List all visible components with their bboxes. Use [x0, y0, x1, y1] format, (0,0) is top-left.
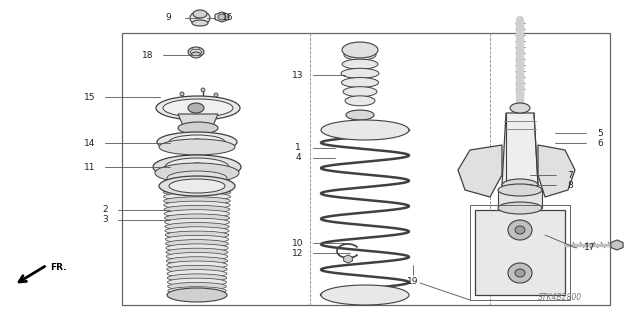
- Text: 16: 16: [222, 13, 234, 23]
- Ellipse shape: [321, 285, 409, 305]
- Ellipse shape: [166, 252, 228, 261]
- Text: 7: 7: [567, 170, 573, 180]
- Ellipse shape: [502, 179, 538, 191]
- Ellipse shape: [180, 92, 184, 96]
- Ellipse shape: [167, 265, 227, 273]
- Bar: [498, 190, 542, 208]
- Text: 6: 6: [597, 138, 603, 147]
- Text: 19: 19: [407, 278, 419, 286]
- Ellipse shape: [164, 205, 230, 213]
- Ellipse shape: [515, 269, 525, 277]
- Ellipse shape: [164, 214, 230, 222]
- Ellipse shape: [155, 163, 239, 183]
- Ellipse shape: [341, 68, 379, 78]
- Ellipse shape: [201, 88, 205, 92]
- Text: FR.: FR.: [50, 263, 67, 272]
- Text: 15: 15: [84, 93, 96, 101]
- Ellipse shape: [168, 278, 227, 286]
- Ellipse shape: [157, 132, 237, 152]
- Ellipse shape: [178, 122, 218, 134]
- Ellipse shape: [164, 201, 230, 209]
- Ellipse shape: [156, 96, 240, 120]
- Ellipse shape: [163, 184, 231, 192]
- Ellipse shape: [343, 87, 377, 97]
- Ellipse shape: [193, 10, 207, 18]
- Ellipse shape: [510, 103, 530, 113]
- Ellipse shape: [164, 210, 230, 218]
- Text: 13: 13: [292, 70, 304, 79]
- Ellipse shape: [321, 120, 409, 140]
- Polygon shape: [538, 145, 575, 197]
- Ellipse shape: [167, 270, 227, 278]
- Text: 18: 18: [142, 50, 154, 60]
- Ellipse shape: [508, 220, 532, 240]
- Ellipse shape: [188, 103, 204, 113]
- Ellipse shape: [498, 184, 542, 196]
- Ellipse shape: [163, 99, 233, 117]
- Bar: [122, 33, 610, 305]
- Ellipse shape: [188, 47, 204, 57]
- Text: 14: 14: [84, 138, 96, 147]
- Text: 3: 3: [102, 216, 108, 225]
- Text: 12: 12: [292, 249, 304, 257]
- Ellipse shape: [344, 50, 376, 60]
- Text: 1: 1: [295, 144, 301, 152]
- Ellipse shape: [191, 52, 201, 58]
- Ellipse shape: [167, 274, 227, 282]
- Ellipse shape: [166, 248, 228, 256]
- Ellipse shape: [165, 231, 229, 239]
- Text: 9: 9: [165, 13, 171, 23]
- Ellipse shape: [165, 223, 229, 231]
- Ellipse shape: [163, 188, 231, 196]
- Ellipse shape: [345, 96, 375, 106]
- Polygon shape: [215, 12, 229, 22]
- Ellipse shape: [166, 257, 228, 265]
- Bar: [470, 205, 570, 300]
- Text: 5: 5: [597, 129, 603, 137]
- Text: 4: 4: [295, 153, 301, 162]
- Text: 17: 17: [584, 243, 596, 253]
- Ellipse shape: [159, 139, 235, 155]
- Ellipse shape: [166, 261, 227, 269]
- Polygon shape: [344, 255, 353, 263]
- Ellipse shape: [164, 197, 230, 205]
- Ellipse shape: [165, 227, 229, 235]
- Ellipse shape: [166, 240, 228, 248]
- Ellipse shape: [342, 59, 378, 69]
- Ellipse shape: [346, 110, 374, 120]
- Ellipse shape: [498, 202, 542, 214]
- Text: 10: 10: [292, 239, 304, 248]
- Ellipse shape: [168, 287, 226, 295]
- Ellipse shape: [165, 158, 229, 176]
- Ellipse shape: [214, 93, 218, 97]
- Ellipse shape: [167, 288, 227, 302]
- Ellipse shape: [218, 14, 226, 20]
- Ellipse shape: [168, 282, 227, 290]
- Ellipse shape: [341, 78, 379, 87]
- Ellipse shape: [508, 263, 532, 283]
- Ellipse shape: [164, 218, 229, 226]
- Ellipse shape: [166, 244, 228, 252]
- Ellipse shape: [515, 226, 525, 234]
- Ellipse shape: [165, 235, 228, 243]
- Text: STK4B2800: STK4B2800: [538, 293, 582, 302]
- Polygon shape: [611, 240, 623, 250]
- Ellipse shape: [342, 42, 378, 58]
- Ellipse shape: [167, 171, 227, 185]
- Text: 8: 8: [567, 181, 573, 189]
- Ellipse shape: [153, 155, 241, 179]
- Text: 2: 2: [102, 205, 108, 214]
- Ellipse shape: [163, 193, 230, 201]
- Polygon shape: [458, 145, 502, 197]
- Ellipse shape: [169, 179, 225, 193]
- Ellipse shape: [192, 20, 208, 26]
- Ellipse shape: [169, 135, 225, 149]
- Text: 11: 11: [84, 162, 96, 172]
- Ellipse shape: [190, 11, 210, 25]
- Polygon shape: [178, 114, 218, 128]
- Polygon shape: [502, 113, 538, 185]
- Polygon shape: [475, 210, 565, 295]
- Ellipse shape: [159, 176, 235, 196]
